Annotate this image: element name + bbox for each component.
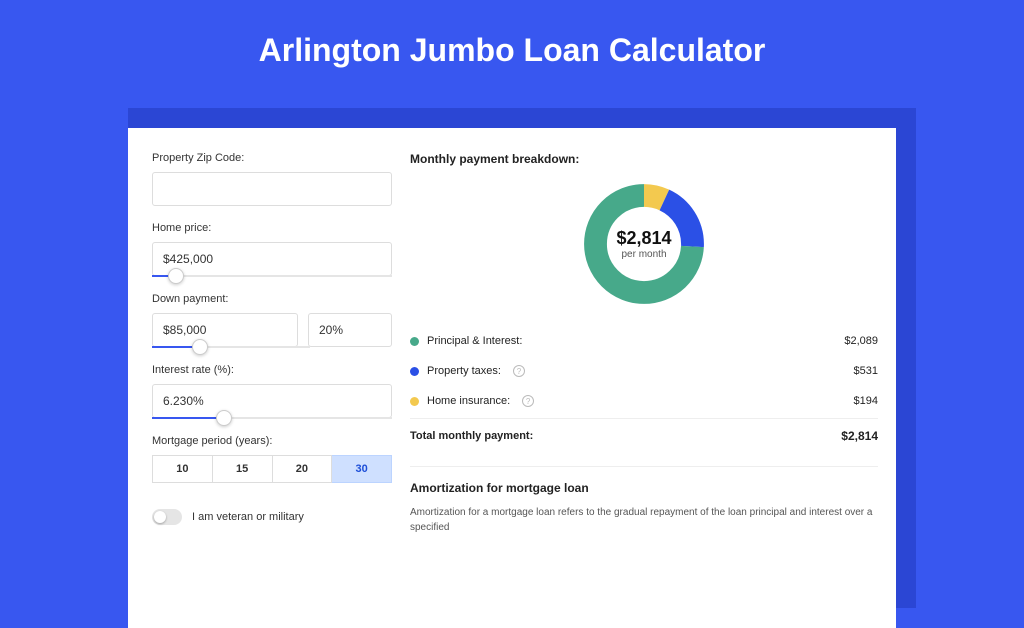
legend-value: $194 <box>854 395 878 407</box>
legend-label: Home insurance: <box>427 395 510 407</box>
down-payment-label: Down payment: <box>152 293 392 305</box>
info-icon[interactable]: ? <box>522 395 534 407</box>
legend-row: Principal & Interest: $2,089 <box>410 326 878 356</box>
legend-row: Home insurance:? $194 <box>410 386 878 416</box>
rate-slider[interactable] <box>152 417 392 419</box>
period-options: 10152030 <box>152 455 392 483</box>
page-title: Arlington Jumbo Loan Calculator <box>0 0 1024 91</box>
legend-value: $2,089 <box>844 335 878 347</box>
total-label: Total monthly payment: <box>410 430 533 442</box>
legend-row: Property taxes:? $531 <box>410 356 878 386</box>
rate-input[interactable] <box>152 384 392 418</box>
down-payment-field: Down payment: <box>152 293 392 348</box>
period-option-15[interactable]: 15 <box>213 455 273 483</box>
down-payment-amount-input[interactable] <box>152 313 298 347</box>
amortization-section: Amortization for mortgage loan Amortizat… <box>410 466 878 535</box>
zip-field: Property Zip Code: <box>152 152 392 206</box>
zip-input[interactable] <box>152 172 392 206</box>
calculator-panel: Property Zip Code: Home price: Down paym… <box>128 128 896 628</box>
donut-amount: $2,814 <box>616 228 671 249</box>
payment-donut-chart: $2,814 per month <box>580 180 708 308</box>
period-label: Mortgage period (years): <box>152 435 392 447</box>
period-option-10[interactable]: 10 <box>152 455 213 483</box>
veteran-label: I am veteran or military <box>192 511 304 523</box>
breakdown-column: Monthly payment breakdown: $2,814 per mo… <box>410 152 878 535</box>
info-icon[interactable]: ? <box>513 365 525 377</box>
slider-thumb[interactable] <box>216 410 232 426</box>
donut-wrap: $2,814 per month <box>410 176 878 326</box>
home-price-label: Home price: <box>152 222 392 234</box>
amortization-title: Amortization for mortgage loan <box>410 481 878 495</box>
home-price-field: Home price: <box>152 222 392 277</box>
donut-sub: per month <box>621 249 666 260</box>
breakdown-title: Monthly payment breakdown: <box>410 152 878 166</box>
total-value: $2,814 <box>841 429 878 443</box>
home-price-slider[interactable] <box>152 275 392 277</box>
home-price-input[interactable] <box>152 242 392 276</box>
total-row: Total monthly payment: $2,814 <box>410 418 878 452</box>
slider-thumb[interactable] <box>168 268 184 284</box>
rate-label: Interest rate (%): <box>152 364 392 376</box>
legend-dot <box>410 337 419 346</box>
period-option-30[interactable]: 30 <box>332 455 392 483</box>
breakdown-legend: Principal & Interest: $2,089 Property taxe… <box>410 326 878 416</box>
period-option-20[interactable]: 20 <box>273 455 333 483</box>
zip-label: Property Zip Code: <box>152 152 392 164</box>
down-payment-pct-input[interactable] <box>308 313 392 347</box>
rate-field: Interest rate (%): <box>152 364 392 419</box>
legend-dot <box>410 397 419 406</box>
veteran-row: I am veteran or military <box>152 509 392 525</box>
legend-dot <box>410 367 419 376</box>
legend-value: $531 <box>854 365 878 377</box>
amortization-body: Amortization for a mortgage loan refers … <box>410 505 878 535</box>
form-column: Property Zip Code: Home price: Down paym… <box>152 152 392 535</box>
down-payment-slider[interactable] <box>152 346 310 348</box>
period-field: Mortgage period (years): 10152030 <box>152 435 392 483</box>
veteran-toggle[interactable] <box>152 509 182 525</box>
legend-label: Principal & Interest: <box>427 335 522 347</box>
slider-thumb[interactable] <box>192 339 208 355</box>
legend-label: Property taxes: <box>427 365 501 377</box>
